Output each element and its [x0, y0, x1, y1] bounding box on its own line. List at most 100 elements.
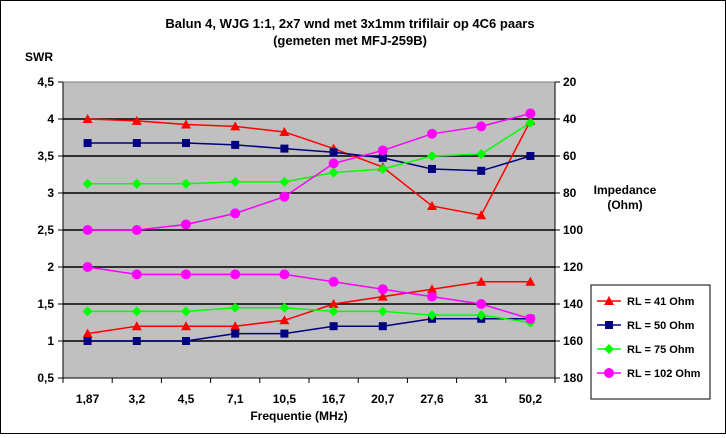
swr-point: [377, 284, 388, 295]
impedance-point: [230, 176, 241, 187]
impedance-point: [181, 119, 191, 129]
legend-label: RL = 102 Ohm: [627, 368, 701, 380]
impedance-point: [83, 139, 92, 148]
y-left-tick-label: 2: [47, 260, 54, 274]
swr-point: [132, 337, 141, 345]
legend-label: RL = 50 Ohm: [627, 320, 695, 332]
legend-marker: [604, 344, 614, 354]
swr-line-3: [87, 266, 531, 320]
x-tick-label: 16,7: [322, 392, 346, 406]
y-left-tick-label: 1,5: [37, 297, 54, 311]
impedance-point: [279, 191, 290, 202]
legend-marker: [604, 296, 614, 305]
y-right-tick-label: 40: [563, 112, 577, 126]
impedance-point: [476, 210, 487, 220]
impedance-point: [476, 149, 487, 160]
swr-point: [230, 302, 241, 313]
y-left-tick-label: 1: [47, 334, 54, 348]
y-axis-left-label: SWR: [25, 50, 53, 64]
impedance-point: [328, 158, 339, 169]
x-tick-label: 20,7: [371, 392, 395, 406]
swr-line-1: [87, 318, 531, 342]
swr-point: [280, 329, 289, 338]
impedance-point: [131, 115, 142, 125]
legend: RL = 41 Ohm RL = 50 Ohm RL = 75 Ohm RL = 10…: [590, 284, 711, 400]
impedance-point: [230, 208, 241, 219]
x-tick-label: 4,5: [178, 392, 195, 406]
swr-point: [378, 322, 387, 331]
impedance-point: [82, 114, 93, 123]
y-left-tick-label: 2,5: [37, 223, 54, 237]
swr-point: [181, 269, 191, 280]
swr-point: [230, 269, 241, 280]
impedance-point: [279, 176, 290, 187]
x-tick-label: 27,6: [420, 392, 444, 406]
swr-point: [328, 299, 339, 308]
legend-marker: [604, 368, 614, 378]
impedance-point: [377, 163, 388, 174]
impedance-point: [526, 152, 535, 160]
swr-point: [231, 329, 240, 338]
swr-point: [476, 276, 487, 286]
swr-point: [131, 306, 142, 317]
x-tick-label: 50,2: [519, 392, 543, 406]
plot-area: 0,5 1 1,5 2 2,5 3 3,5 4 4,5 20 40 60 80 100 120 140 160 1…: [37, 75, 583, 406]
x-tick-label: 31: [475, 392, 489, 406]
swr-point: [82, 328, 93, 338]
legend-label: RL = 75 Ohm: [627, 344, 695, 356]
y-left-tick-label: 3,5: [37, 149, 54, 163]
swr-point: [279, 302, 290, 313]
swr-point: [182, 337, 190, 345]
impedance-point: [377, 145, 388, 156]
swr-point: [328, 306, 339, 317]
impedance-point: [427, 128, 437, 139]
series-0: [82, 114, 536, 338]
impedance-point: [182, 139, 190, 148]
impedance-point: [231, 140, 240, 149]
impedance-point: [476, 121, 487, 132]
swr-point: [279, 315, 290, 325]
y-right-tick-label: 120: [563, 260, 583, 274]
swr-point: [427, 284, 437, 294]
x-tick-label: 3,2: [128, 392, 145, 406]
impedance-point: [82, 225, 93, 235]
impedance-line-0: [87, 118, 532, 217]
y-axis-right-label-line2: (Ohm): [607, 198, 642, 212]
x-tick-label: 7,1: [227, 392, 244, 406]
impedance-point: [329, 148, 338, 157]
impedance-point: [428, 164, 436, 173]
impedance-point: [132, 139, 141, 148]
impedance-line-3: [87, 112, 531, 231]
impedance-point: [525, 117, 536, 128]
y-right-tick-label: 140: [563, 297, 583, 311]
impedance-point: [378, 153, 387, 162]
swr-point: [181, 306, 191, 317]
legend-marker: [605, 321, 613, 329]
impedance-point: [427, 200, 437, 210]
impedance-line-2: [87, 122, 531, 185]
legend-label: RL = 41 Ohm: [627, 296, 695, 308]
swr-point: [377, 306, 388, 317]
y-right-tick-label: 100: [563, 223, 583, 237]
impedance-point: [230, 121, 241, 131]
impedance-point: [131, 178, 142, 189]
impedance-point: [82, 178, 93, 189]
y-left-tick-label: 4,5: [37, 75, 54, 89]
swr-point: [83, 337, 92, 345]
impedance-point: [525, 108, 536, 119]
swr-point: [82, 306, 93, 317]
impedance-point: [279, 126, 290, 136]
series-1: [83, 139, 535, 345]
x-tick-label: 1,87: [76, 392, 100, 406]
swr-point: [82, 262, 93, 272]
y-left-tick-label: 0,5: [37, 371, 54, 385]
swr-point: [525, 313, 536, 324]
swr-point: [131, 321, 142, 331]
swr-line-0: [87, 281, 531, 335]
y-right-tick-label: 180: [563, 371, 583, 385]
x-tick-label: 10,5: [273, 392, 297, 406]
series-2: [82, 117, 536, 328]
y-axis-right-label-line1: Impedance: [594, 183, 657, 197]
